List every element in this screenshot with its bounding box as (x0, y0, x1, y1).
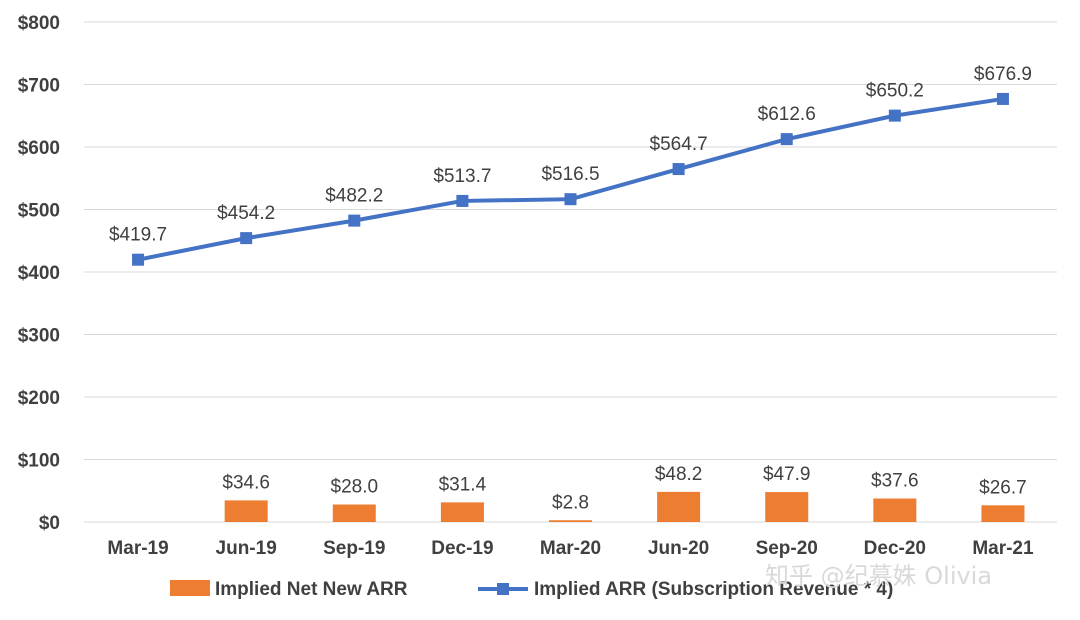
data-labels: $34.6 $28.0 $31.4 $2.8 $48.2 $47.9 $37.6 $26.7 $… (109, 64, 1032, 513)
line-data-label: $513.7 (433, 166, 491, 187)
y-tick-label: $700 (18, 76, 60, 97)
y-tick-label: $600 (18, 138, 60, 159)
bar (440, 502, 484, 522)
line-data-label: $419.7 (109, 225, 167, 246)
bar-data-label: $26.7 (979, 477, 1027, 498)
y-axis: $0 $100 $200 $300 $400 $500 $600 $700 $800 (18, 13, 60, 534)
x-tick-label: Dec-19 (431, 538, 493, 559)
bar (981, 505, 1025, 522)
x-tick-label: Mar-20 (540, 538, 601, 559)
line-point (240, 232, 253, 245)
y-tick-label: $0 (39, 513, 60, 534)
x-tick-label: Sep-20 (756, 538, 818, 559)
bar-data-label: $37.6 (871, 471, 919, 492)
x-tick-label: Dec-20 (864, 538, 926, 559)
bar-data-label: $28.0 (331, 477, 379, 498)
bar (657, 491, 701, 522)
line-data-label: $612.6 (758, 104, 816, 125)
bar-data-label: $2.8 (552, 492, 589, 513)
bar (873, 498, 917, 522)
x-tick-label: Jun-19 (216, 538, 277, 559)
line-point (672, 163, 685, 176)
gridlines (84, 21, 1057, 523)
bar (765, 492, 809, 522)
line-point (132, 253, 145, 266)
bar-data-label: $34.6 (222, 472, 270, 493)
x-tick-label: Mar-19 (107, 538, 168, 559)
bar (332, 504, 376, 522)
x-tick-label: Sep-19 (323, 538, 385, 559)
line-data-label: $454.2 (217, 203, 275, 224)
line-data-label: $516.5 (541, 164, 599, 185)
bar (549, 520, 592, 522)
legend-label-bar: Implied Net New ARR (215, 579, 408, 600)
bar-series (224, 491, 1025, 522)
y-tick-label: $400 (18, 263, 60, 284)
line-data-label: $676.9 (974, 64, 1032, 85)
x-tick-label: Jun-20 (648, 538, 709, 559)
y-tick-label: $300 (18, 326, 60, 347)
x-axis: Mar-19 Jun-19 Sep-19 Dec-19 Mar-20 Jun-20 Sep-… (107, 538, 1034, 559)
line-data-label: $482.2 (325, 186, 383, 207)
line-point (888, 109, 901, 122)
y-tick-label: $100 (18, 451, 60, 472)
legend: Implied Net New ARR Implied ARR (Subscri… (170, 579, 893, 600)
legend-label-line: Implied ARR (Subscription Revenue * 4) (534, 579, 893, 600)
y-tick-label: $200 (18, 388, 60, 409)
line-point (996, 92, 1009, 105)
watermark: 知乎 @纪慕姝 Olivia (765, 562, 992, 590)
y-tick-label: $500 (18, 201, 60, 222)
line-series (132, 92, 1009, 266)
line-point (780, 133, 793, 146)
line-point (456, 194, 469, 207)
bar-data-label: $47.9 (763, 464, 811, 485)
line-point (564, 193, 577, 206)
line-point (348, 214, 361, 227)
bar-data-label: $48.2 (655, 464, 703, 485)
line-data-label: $650.2 (866, 81, 924, 102)
y-tick-label: $800 (18, 13, 60, 34)
legend-swatch-bar (170, 580, 210, 596)
line-data-label: $564.7 (650, 134, 708, 155)
bar (224, 500, 268, 522)
legend-swatch-marker (497, 583, 509, 595)
x-tick-label: Mar-21 (972, 538, 1034, 559)
bar-data-label: $31.4 (439, 474, 487, 495)
